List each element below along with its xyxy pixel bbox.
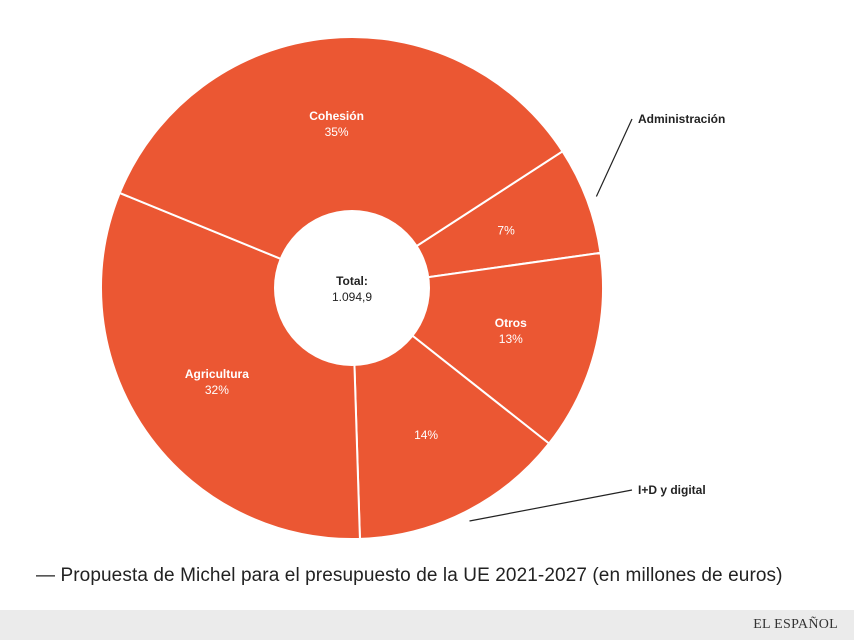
brand-logo: EL ESPAÑOL [753, 617, 838, 632]
donut-chart: Total: 1.094,9 7% Administración Otros 13% 1… [100, 36, 725, 540]
slice-label-cohesi-n: Cohesión [309, 109, 364, 123]
slice-i-d-y-digital [350, 285, 551, 540]
chart-caption: — Propuesta de Michel para el presupuest… [36, 565, 783, 586]
chart-svg: Total: 1.094,9 7% Administración Otros 13% 1… [100, 36, 725, 540]
slice-label-otros: Otros [495, 316, 527, 330]
callout-label-administraci-n: Administración [638, 112, 725, 126]
slice-percent-agricultura: 32% [205, 383, 229, 397]
slice-percent-i-d-y-digital: 14% [414, 428, 438, 442]
center-total-label: Total: [336, 274, 368, 288]
slice-label-agricultura: Agricultura [185, 367, 249, 381]
footer-bar: EL ESPAÑOL [0, 610, 854, 640]
center-total-value: 1.094,9 [332, 290, 372, 304]
slice-cohesi-n [118, 36, 564, 290]
callout-line-i-d-y-digital [469, 489, 633, 522]
donut-hole [274, 210, 430, 366]
callout-line-administraci-n [595, 118, 633, 197]
slice-percent-cohesi-n: 35% [325, 125, 349, 139]
slice-percent-otros: 13% [499, 332, 523, 346]
callout-label-i-d-y-digital: I+D y digital [638, 483, 706, 497]
labels-layer: 7% Administración Otros 13% 14% I+D y digital… [185, 109, 725, 522]
slices-layer [100, 36, 604, 540]
slice-percent-administraci-n: 7% [497, 223, 515, 237]
